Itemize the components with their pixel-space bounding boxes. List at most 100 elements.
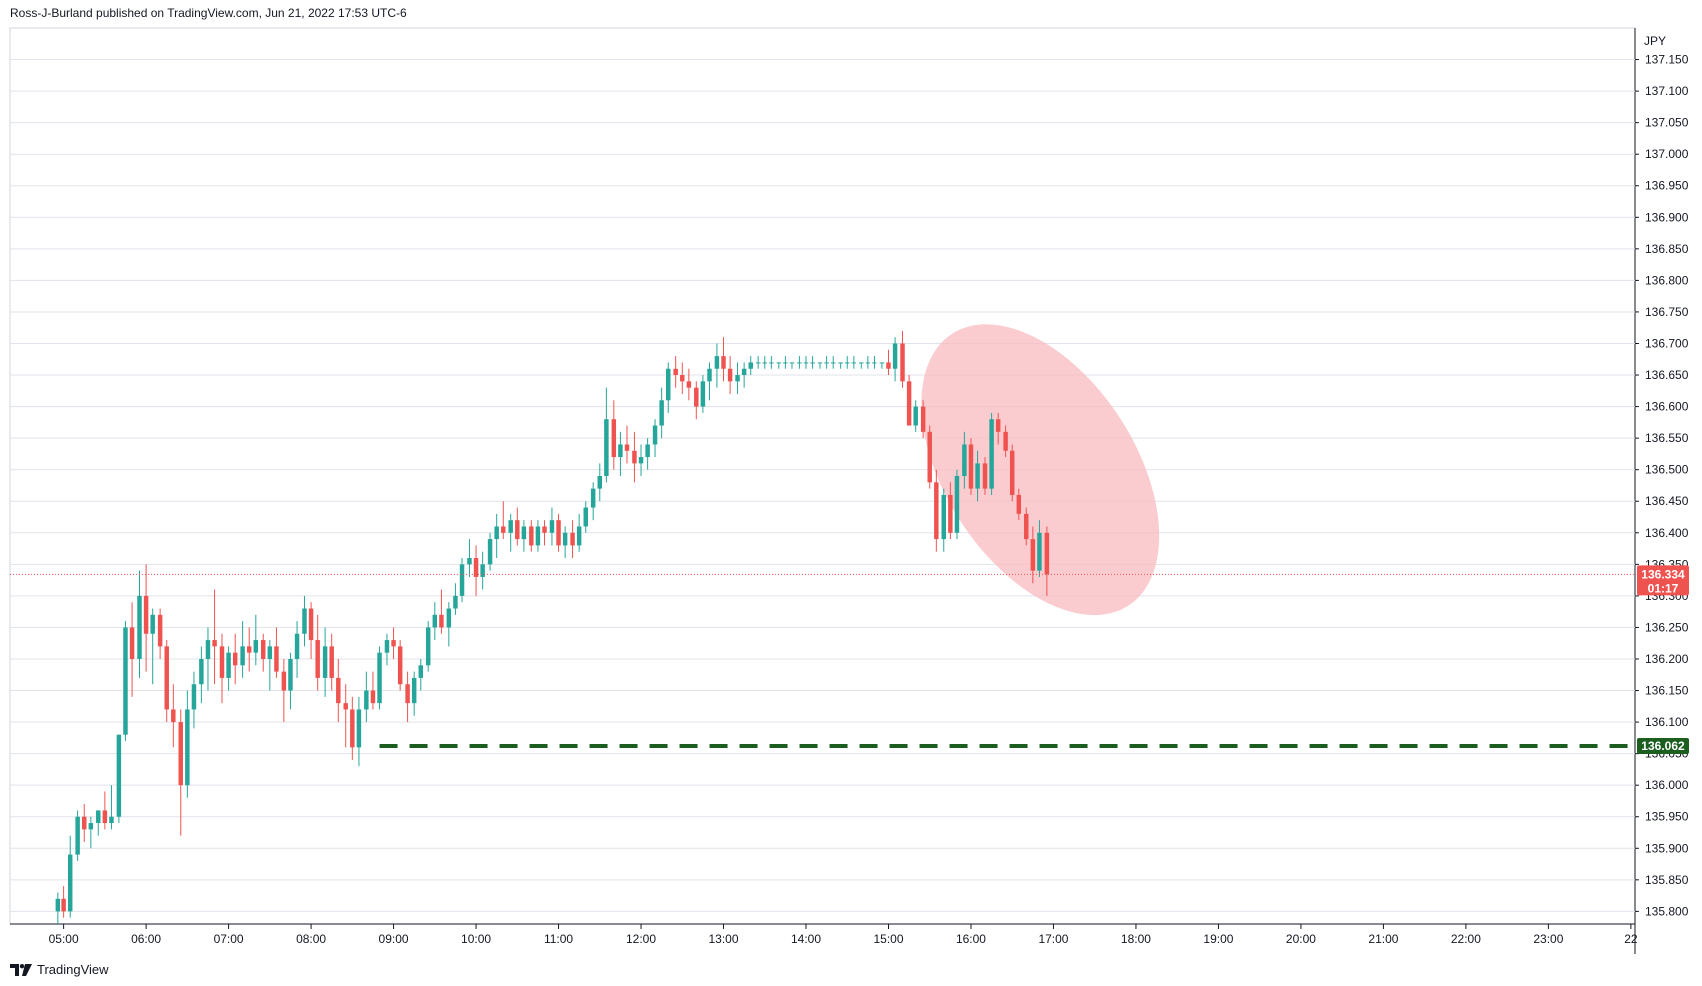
candle (232, 633, 238, 685)
candle-body (982, 463, 988, 489)
candle (356, 696, 362, 767)
candle (968, 438, 974, 495)
candle-body (288, 658, 293, 691)
candle (721, 337, 726, 382)
candle-body (666, 368, 671, 401)
x-tick-label: 09:00 (379, 932, 409, 946)
candle (803, 356, 809, 369)
candle (123, 621, 128, 742)
candle-body (879, 362, 885, 364)
candle-body (336, 677, 341, 704)
candle (212, 589, 217, 685)
candle-body (171, 709, 176, 723)
candle-body (1009, 450, 1015, 495)
time-axis[interactable]: 05:00 06:00 07:00 08:00 09:00 10:00 11:00 12:00… (49, 924, 1638, 946)
candle (129, 602, 135, 697)
candle-body (570, 532, 575, 546)
last-price-badge (1637, 565, 1689, 596)
candle (164, 640, 169, 723)
candle (686, 368, 692, 401)
candle (927, 425, 932, 489)
x-tick-label: 11:00 (544, 932, 573, 946)
y-tick-label: 136.800 (1645, 273, 1689, 287)
candle-body (776, 362, 782, 364)
candle-body (322, 646, 328, 678)
candle-body (96, 810, 101, 824)
candle (480, 551, 485, 590)
candle-body (102, 810, 108, 824)
y-tick-label: 136.000 (1645, 778, 1689, 792)
candle-body (748, 362, 753, 369)
candle (329, 633, 334, 691)
x-tick-label: 16:00 (956, 932, 986, 946)
y-tick-label: 137.000 (1645, 147, 1689, 161)
candle-body (67, 854, 73, 912)
candle (308, 602, 314, 659)
candle (769, 356, 774, 369)
candle (556, 513, 561, 552)
candle-body (411, 677, 417, 704)
candle (900, 330, 905, 388)
candle-body (480, 564, 485, 577)
y-tick-label: 136.100 (1645, 715, 1689, 729)
candle (109, 785, 114, 830)
candle-body (226, 652, 231, 678)
x-tick-label: 15:00 (873, 932, 903, 946)
candle (934, 469, 939, 552)
candle (838, 362, 843, 369)
candle-body (240, 646, 245, 666)
candle (1030, 526, 1036, 584)
candle-body (157, 614, 163, 647)
candle-body (927, 431, 932, 483)
candle (350, 696, 355, 760)
candle (274, 627, 279, 678)
y-tick-label: 136.250 (1645, 620, 1689, 634)
candle-body (384, 640, 390, 653)
candle (859, 362, 864, 369)
y-tick-label: 136.500 (1645, 463, 1689, 477)
candle-body (830, 362, 836, 364)
currency-label: JPY (1644, 34, 1666, 48)
candle-body (562, 532, 568, 546)
candle-body (652, 425, 658, 445)
candle (597, 463, 603, 502)
candle-body (803, 362, 809, 364)
y-tick-label: 136.950 (1645, 179, 1689, 193)
publisher-info: Ross-J-Burland published on TradingView.… (10, 6, 407, 20)
candle-body (556, 520, 561, 546)
candle (845, 356, 850, 369)
tradingview-logo[interactable]: TradingView (10, 962, 109, 977)
candle (982, 457, 988, 495)
candle-body (954, 476, 960, 533)
last-price-label: 136.334 (1641, 567, 1685, 581)
candle (576, 513, 582, 552)
candle (322, 627, 328, 697)
candle (515, 507, 520, 546)
candle-body (735, 375, 740, 382)
x-tick-label: 05:00 (49, 932, 79, 946)
candle (501, 501, 506, 540)
price-axis[interactable]: JPY 137.150 137.100 137.050 137.000 136.950 1… (1635, 34, 1689, 918)
y-tick-label: 137.050 (1645, 116, 1689, 130)
candle (199, 646, 204, 704)
candle-body (302, 608, 307, 634)
candle-body (859, 362, 864, 364)
candle-body (137, 595, 142, 659)
candle (364, 671, 369, 723)
candle-body (425, 627, 431, 666)
candle-body (515, 520, 520, 540)
y-tick-label: 136.900 (1645, 210, 1689, 224)
candle-body (755, 362, 761, 364)
candle-body (645, 444, 650, 458)
candle-body (453, 595, 458, 609)
candle-body (446, 608, 452, 628)
candle-body (232, 652, 238, 666)
candle-body (824, 362, 829, 364)
candle-body (962, 444, 967, 476)
candle (645, 438, 650, 470)
candle (75, 810, 80, 861)
candle (1009, 444, 1015, 502)
y-tick-label: 135.900 (1645, 841, 1689, 855)
y-tick-label: 136.700 (1645, 336, 1689, 350)
